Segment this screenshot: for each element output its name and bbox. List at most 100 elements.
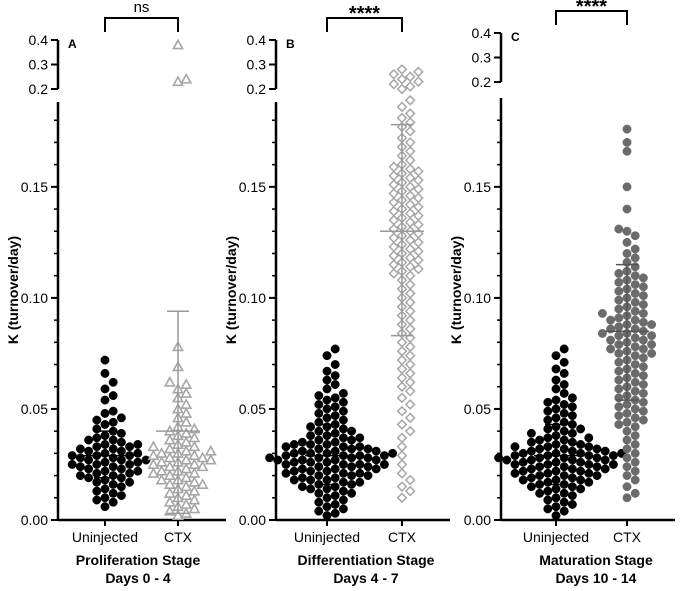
data-point xyxy=(526,464,536,474)
data-point xyxy=(567,402,577,412)
data-point xyxy=(100,395,110,405)
data-point xyxy=(630,315,640,325)
panel-letter: C xyxy=(511,30,520,44)
data-point xyxy=(116,482,126,492)
data-point xyxy=(133,466,143,476)
data-point xyxy=(84,455,94,465)
data-point xyxy=(363,462,373,472)
data-point xyxy=(338,504,348,514)
data-point xyxy=(92,433,102,443)
data-point xyxy=(338,433,348,443)
data-point xyxy=(559,380,569,389)
data-point xyxy=(396,372,408,384)
y-tick-label: 0.2 xyxy=(29,81,49,97)
y-tick-label: 0.3 xyxy=(472,50,492,66)
data-point xyxy=(108,480,118,489)
data-point xyxy=(314,435,324,445)
data-point xyxy=(413,210,424,222)
data-point xyxy=(322,384,332,394)
data-point xyxy=(322,395,332,405)
data-point xyxy=(314,400,324,409)
data-point xyxy=(551,375,561,385)
y-tick-label: 0.3 xyxy=(247,57,267,73)
data-point xyxy=(622,226,632,236)
data-point xyxy=(116,413,126,423)
data-point xyxy=(330,446,340,456)
data-point xyxy=(306,484,316,494)
data-point xyxy=(125,460,135,469)
data-point xyxy=(559,444,569,454)
data-point xyxy=(543,415,553,425)
data-point xyxy=(108,444,118,454)
data-point xyxy=(92,468,102,478)
data-point xyxy=(576,457,586,467)
data-point xyxy=(614,384,624,394)
data-point xyxy=(388,205,400,217)
data-point xyxy=(567,446,577,456)
y-tick-label: 0.4 xyxy=(472,25,492,41)
data-point xyxy=(100,484,110,494)
data-point xyxy=(592,471,602,481)
y-tick-label: 0.00 xyxy=(464,512,491,528)
data-point xyxy=(163,460,176,472)
data-point xyxy=(543,442,553,452)
data-point xyxy=(551,484,561,494)
data-point xyxy=(163,487,176,498)
data-point xyxy=(413,165,424,177)
data-point xyxy=(388,223,400,235)
data-point xyxy=(614,286,624,296)
data-point xyxy=(108,417,118,427)
data-point xyxy=(388,232,400,244)
series-uninjected xyxy=(494,344,627,521)
data-point xyxy=(92,495,102,505)
data-point xyxy=(388,68,400,80)
data-point xyxy=(388,78,400,90)
data-point xyxy=(413,201,424,213)
data-point xyxy=(297,455,307,465)
data-point xyxy=(388,179,400,190)
data-point xyxy=(647,340,657,349)
data-point xyxy=(413,76,424,88)
data-point xyxy=(92,442,102,452)
data-point xyxy=(347,426,357,436)
data-point xyxy=(363,444,373,454)
data-point xyxy=(551,413,561,423)
data-point xyxy=(404,332,416,344)
data-point xyxy=(108,391,118,401)
data-point xyxy=(630,431,640,441)
data-point xyxy=(576,484,586,494)
data-point xyxy=(559,400,569,409)
data-point xyxy=(322,351,332,361)
data-point xyxy=(330,508,340,518)
data-point xyxy=(404,341,416,353)
data-point xyxy=(630,440,640,449)
data-point xyxy=(100,420,110,429)
data-point xyxy=(567,437,577,447)
data-point xyxy=(204,444,217,456)
data-point xyxy=(404,145,416,157)
data-point xyxy=(630,231,640,241)
data-point xyxy=(567,491,577,501)
data-point xyxy=(100,355,110,365)
data-point xyxy=(314,506,324,516)
data-point xyxy=(576,424,586,434)
data-point xyxy=(396,441,408,453)
data-point xyxy=(638,282,648,292)
data-point xyxy=(338,460,348,469)
data-point xyxy=(614,322,624,332)
data-point xyxy=(188,484,201,496)
data-point xyxy=(116,455,126,465)
y-tick-label: 0.15 xyxy=(464,179,491,195)
data-point xyxy=(125,477,135,487)
data-point xyxy=(338,406,348,416)
data-point xyxy=(330,411,340,421)
data-point xyxy=(196,460,209,472)
data-point xyxy=(330,371,340,381)
data-point xyxy=(622,453,632,463)
data-point xyxy=(404,81,416,92)
data-point xyxy=(355,433,365,443)
data-point xyxy=(592,444,602,454)
data-point xyxy=(155,456,168,467)
data-point xyxy=(180,498,193,509)
data-point xyxy=(606,344,616,354)
